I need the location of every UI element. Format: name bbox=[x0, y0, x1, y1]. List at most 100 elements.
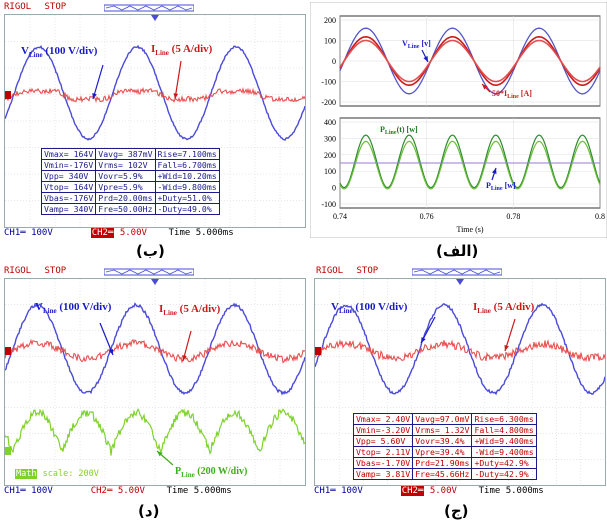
current-label: ILine (5 A/div) bbox=[473, 301, 534, 315]
panel-caption: (الف) bbox=[436, 242, 478, 260]
x-tick-label: 0.78 bbox=[506, 212, 520, 221]
meas-cell: Fall=6.700ms bbox=[155, 160, 219, 171]
time-scale: Time 5.000ms bbox=[479, 486, 544, 496]
trigger-marker bbox=[151, 15, 159, 21]
meas-cell: -Duty=49.0% bbox=[155, 204, 219, 215]
channel-bar: CH1═ 100V CH2═ 5.00V Time 5.000ms bbox=[4, 486, 232, 498]
run-state: STOP bbox=[45, 266, 67, 276]
voltage-label: VLine (100 V/div) bbox=[331, 301, 407, 315]
meas-cell: Rise=6.300ms bbox=[472, 414, 536, 425]
time-scale: Time 5.000ms bbox=[167, 486, 232, 496]
simulation-plot: 200 100 0 -100 -200 400 300 200 100 0 -100 0.74 0.76… bbox=[310, 2, 607, 238]
x-tick-label: 0.76 bbox=[420, 212, 434, 221]
ch2-marker bbox=[5, 91, 11, 99]
meas-cell: Vavg= 387mV bbox=[96, 149, 155, 160]
ch1-scale: CH1═ 100V bbox=[314, 486, 363, 496]
meas-cell: Vbas=-176V bbox=[42, 193, 96, 204]
scope-screen: VLine (100 V/div) ILine (5 A/div) Vmax= … bbox=[314, 278, 606, 486]
meas-row: Vpp= 340V Vovr=5.9% +Wid=10.20ms bbox=[42, 171, 220, 182]
status-bar: RIGOL STOP bbox=[4, 266, 74, 278]
panel-b: RIGOL STOP VLine (100 V/div) ILine (5 A/… bbox=[4, 2, 304, 264]
meas-cell: Vmax= 2.40V bbox=[354, 414, 413, 425]
x-tick-label: 0.8 bbox=[595, 212, 605, 221]
meas-cell: Vpp= 340V bbox=[42, 171, 96, 182]
panel-d: RIGOL STOP VLine (100 V/div) ILine (5 A/… bbox=[4, 266, 304, 524]
ch2-badge: CH2═ bbox=[91, 228, 115, 238]
panel-j: RIGOL STOP VLine (100 V/div) ILine (5 A/… bbox=[310, 266, 607, 524]
ch2-scale: 5.00V bbox=[430, 486, 457, 496]
y-tick-label: -200 bbox=[321, 98, 336, 107]
measurement-table: Vmax= 164V Vavg= 387mV Rise=7.100ms Vmin=-1… bbox=[41, 148, 220, 215]
arrow-head bbox=[174, 93, 179, 99]
x-tick-label: 0.74 bbox=[333, 212, 347, 221]
meas-row: Vmin=-3.20V Vrms= 1.32V Fall=4.800ms bbox=[354, 425, 537, 436]
run-state: STOP bbox=[45, 2, 67, 12]
meas-cell: Fre=50.00Hz bbox=[96, 204, 155, 215]
meas-row: Vbas=-1.70V Prd=21.90ms +Duty=42.9% bbox=[354, 458, 537, 469]
meas-row: Vamp= 3.81V Fre=45.66Hz -Duty=42.9% bbox=[354, 469, 537, 480]
meas-cell: Fall=4.800ms bbox=[472, 425, 536, 436]
meas-cell: Vbas=-1.70V bbox=[354, 458, 413, 469]
meas-row: Vmax= 2.40V Vavg=97.0mV Rise=6.300ms bbox=[354, 414, 537, 425]
ch1-scale: CH1═ 100V bbox=[4, 486, 53, 496]
status-bar: RIGOL STOP bbox=[316, 266, 386, 278]
channel-bar: CH1═ 100V CH2═ 5.00V Time 5.000ms bbox=[314, 486, 544, 498]
panel-caption: (ب) bbox=[136, 242, 165, 260]
meas-cell: Vmin=-176V bbox=[42, 160, 96, 171]
meas-cell: Vovr=39.4% bbox=[413, 436, 472, 447]
trigger-position-indicator bbox=[412, 267, 502, 277]
ch2-marker bbox=[315, 347, 321, 355]
run-state: STOP bbox=[357, 266, 379, 276]
panel-caption: (ج) bbox=[444, 502, 469, 520]
current-trace bbox=[315, 340, 605, 361]
meas-cell: Rise=7.100ms bbox=[155, 149, 219, 160]
meas-cell: +Wid=10.20ms bbox=[155, 171, 219, 182]
voltage-label: VLine (100 V/div) bbox=[21, 45, 97, 59]
y-tick-label: -100 bbox=[321, 200, 336, 209]
meas-row: Vmax= 164V Vavg= 387mV Rise=7.100ms bbox=[42, 149, 220, 160]
trigger-marker bbox=[456, 279, 464, 285]
meas-cell: Vpp= 5.60V bbox=[354, 436, 413, 447]
meas-cell: +Duty=42.9% bbox=[472, 458, 536, 469]
ch2-marker bbox=[5, 347, 11, 355]
meas-cell: Vrms= 1.32V bbox=[413, 425, 472, 436]
meas-cell: Fre=45.66Hz bbox=[413, 469, 472, 480]
meas-cell: Vpre=5.9% bbox=[96, 182, 155, 193]
meas-row: Vtop= 2.11V Vpre=39.4% -Wid=9.400ms bbox=[354, 447, 537, 458]
meas-cell: Vamp= 340V bbox=[42, 204, 96, 215]
scope-screen: VLine (100 V/div) ILine (5 A/div) Vmax= … bbox=[4, 14, 306, 228]
ch2-badge: CH2═ bbox=[91, 486, 113, 496]
panel-alef: 200 100 0 -100 -200 400 300 200 100 0 -100 0.74 0.76… bbox=[310, 2, 607, 264]
panel-caption: (د) bbox=[138, 502, 159, 520]
meas-cell: -Wid=9.800ms bbox=[155, 182, 219, 193]
trigger-marker bbox=[151, 279, 159, 285]
voltage-label: VLine (100 V/div) bbox=[35, 301, 111, 315]
meas-cell: Vavg=97.0mV bbox=[413, 414, 472, 425]
meas-cell: Vtop= 2.11V bbox=[354, 447, 413, 458]
meas-cell: Vovr=5.9% bbox=[96, 171, 155, 182]
meas-cell: Vmax= 164V bbox=[42, 149, 96, 160]
ch2-badge: CH2═ bbox=[401, 486, 425, 496]
y-tick-label: 400 bbox=[324, 118, 336, 127]
meas-cell: +Duty=51.0% bbox=[155, 193, 219, 204]
math-marker bbox=[5, 447, 11, 455]
scope-screen: VLine (100 V/div) ILine (5 A/div) PLine … bbox=[4, 278, 306, 486]
meas-cell: Prd=21.90ms bbox=[413, 458, 472, 469]
meas-cell: Vrms= 102V bbox=[96, 160, 155, 171]
meas-cell: Vamp= 3.81V bbox=[354, 469, 413, 480]
trigger-position-indicator bbox=[104, 267, 194, 277]
y-tick-label: 100 bbox=[324, 37, 336, 46]
meas-cell: +Wid=9.400ms bbox=[472, 436, 536, 447]
y-tick-label: 0 bbox=[332, 57, 336, 66]
meas-cell: -Duty=42.9% bbox=[472, 469, 536, 480]
meas-row: Vtop= 164V Vpre=5.9% -Wid=9.800ms bbox=[42, 182, 220, 193]
trigger-position-indicator bbox=[104, 3, 194, 13]
meas-cell: Vpre=39.4% bbox=[413, 447, 472, 458]
meas-row: Vpp= 5.60V Vovr=39.4% +Wid=9.400ms bbox=[354, 436, 537, 447]
meas-cell: Vtop= 164V bbox=[42, 182, 96, 193]
y-tick-label: 300 bbox=[324, 134, 336, 143]
brand-label: RIGOL bbox=[4, 2, 31, 12]
math-scale-label: Math scale: 200V bbox=[15, 469, 99, 479]
meas-cell: -Wid=9.400ms bbox=[472, 447, 536, 458]
meas-cell: Vmin=-3.20V bbox=[354, 425, 413, 436]
